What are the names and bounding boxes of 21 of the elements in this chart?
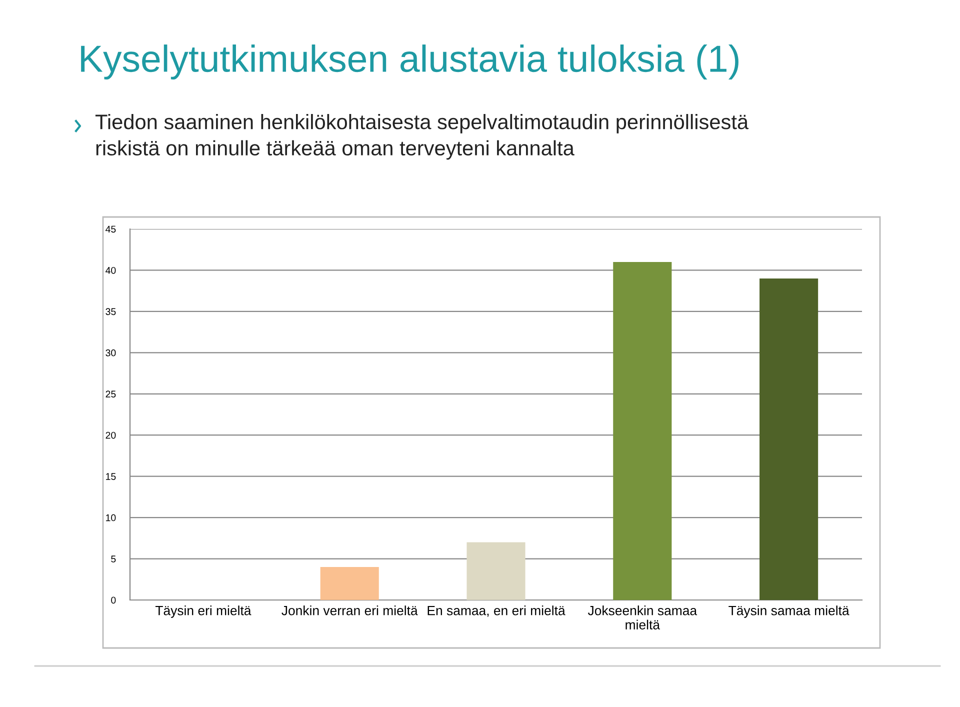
y-tick-label: 15 (106, 473, 116, 480)
y-tick-label: 45 (106, 226, 116, 233)
x-tick-label: Täysin eri mieltä (155, 606, 252, 618)
bar (320, 567, 379, 600)
bar (466, 542, 526, 600)
x-tick-label: En samaa, en eri mieltä (428, 606, 566, 617)
chart-subtitle: Tiedon saaminen henkilökohtaisesta sepelvaltimotaudin perinnöllisestä riskistä on minulle tärkeää oman terveyteni kannalta (95, 114, 749, 160)
y-tick-label: 35 (106, 308, 116, 316)
x-tick-label: Jokseenkin samaa mieltä (588, 606, 698, 630)
x-tick-label: Jonkin verran eri mieltä (282, 606, 418, 616)
y-tick-label: 20 (106, 432, 116, 439)
y-tick-label: 5 (111, 556, 116, 562)
y-tick-label: 25 (106, 390, 116, 398)
y-tick-label: 40 (106, 266, 116, 274)
bar (613, 262, 672, 600)
x-tick-label: Täysin samaa mieltä (728, 606, 850, 618)
y-tick-label: 30 (106, 349, 116, 356)
y-tick-label: 10 (106, 514, 116, 522)
chart-title: Kyselytutkimuksen alustavia tuloksia (1) (81, 44, 738, 80)
y-tick-label: 0 (111, 596, 116, 604)
bar (760, 278, 818, 600)
